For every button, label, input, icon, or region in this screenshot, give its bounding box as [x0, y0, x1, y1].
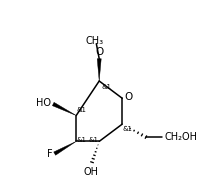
Text: &1: &1 [101, 84, 111, 90]
Polygon shape [52, 102, 76, 115]
Text: HO: HO [36, 98, 51, 108]
Text: &1: &1 [77, 107, 87, 113]
Text: OH: OH [84, 167, 99, 177]
Text: F: F [47, 149, 52, 159]
Polygon shape [97, 59, 101, 81]
Text: &1: &1 [77, 137, 87, 143]
Text: O: O [124, 92, 133, 102]
Polygon shape [54, 141, 76, 155]
Text: &1: &1 [89, 137, 99, 143]
Text: CH₂OH: CH₂OH [165, 132, 198, 142]
Text: CH₃: CH₃ [86, 36, 104, 46]
Text: O: O [95, 47, 103, 57]
Text: &1: &1 [122, 126, 132, 132]
